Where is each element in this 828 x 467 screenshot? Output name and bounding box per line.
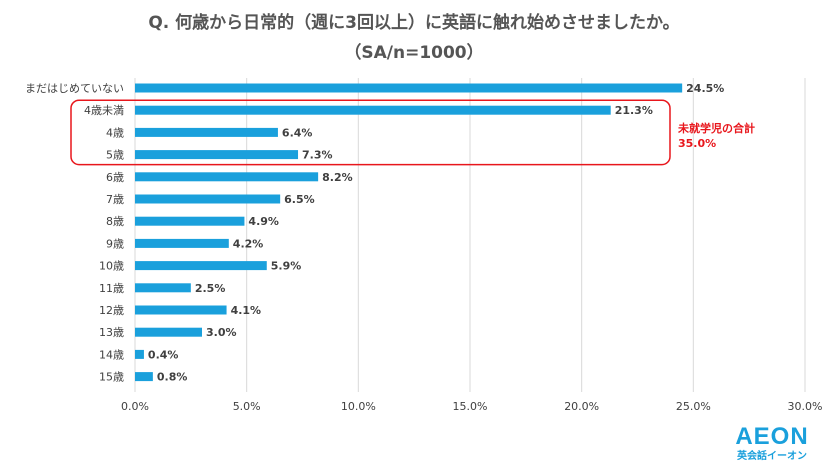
category-label: 8歳 [106,215,124,228]
category-label: 4歳 [106,126,124,139]
category-label: 6歳 [106,171,124,184]
bar [135,372,153,382]
category-label: 13歳 [99,326,124,339]
data-label: 4.9% [248,215,279,228]
bar [135,305,227,315]
chart-title: Q. 何歳から日常的（週に3回以上）に英語に触れ始めさせましたか。 [148,13,680,33]
data-label: 8.2% [322,171,353,184]
logo-subtitle: 英会話イーオン [737,451,807,462]
category-label: まだはじめていない [25,82,124,95]
bar [135,150,299,160]
data-label: 6.4% [282,126,313,139]
data-label: 7.3% [302,149,333,162]
bar [135,83,683,93]
category-label: 9歳 [106,237,124,250]
category-label: 5歳 [106,149,124,162]
x-tick-label: 15.0% [453,400,488,413]
category-label: 4歳未満 [84,104,124,117]
data-label: 3.0% [206,326,237,339]
annotation-label: 未就学児の合計 [677,121,755,135]
data-label: 0.4% [148,348,179,361]
x-tick-label: 25.0% [676,400,711,413]
x-tick-label: 0.0% [121,400,149,413]
aeon-logo: AEON 英会話イーオン [722,424,822,463]
bar [135,261,267,271]
category-label: 10歳 [99,260,124,273]
category-label: 14歳 [99,348,124,361]
bar [135,327,202,337]
bar [135,172,319,182]
annotation-value: 35.0% [678,137,716,150]
x-tick-label: 30.0% [788,400,823,413]
bar [135,283,191,293]
data-label: 5.9% [271,260,302,273]
category-label: 7歳 [106,193,124,206]
data-label: 2.5% [195,282,226,295]
data-label: 6.5% [284,193,315,206]
data-label: 4.2% [233,237,264,250]
bar [135,105,611,115]
x-tick-label: 20.0% [564,400,599,413]
bar [135,216,245,226]
data-label: 21.3% [615,104,653,117]
category-label: 12歳 [99,304,124,317]
x-tick-label: 10.0% [341,400,376,413]
chart-subtitle: （SA/n=1000） [344,43,484,63]
bar [135,194,281,204]
data-label: 0.8% [157,371,188,384]
bar [135,238,229,248]
data-label: 4.1% [231,304,262,317]
logo-word: AEON [735,423,809,450]
category-label: 15歳 [99,371,124,384]
x-tick-label: 5.0% [233,400,261,413]
data-label: 24.5% [686,82,724,95]
category-label: 11歳 [99,282,124,295]
bar [135,127,278,137]
bar [135,349,144,359]
highlight-box [70,99,671,166]
